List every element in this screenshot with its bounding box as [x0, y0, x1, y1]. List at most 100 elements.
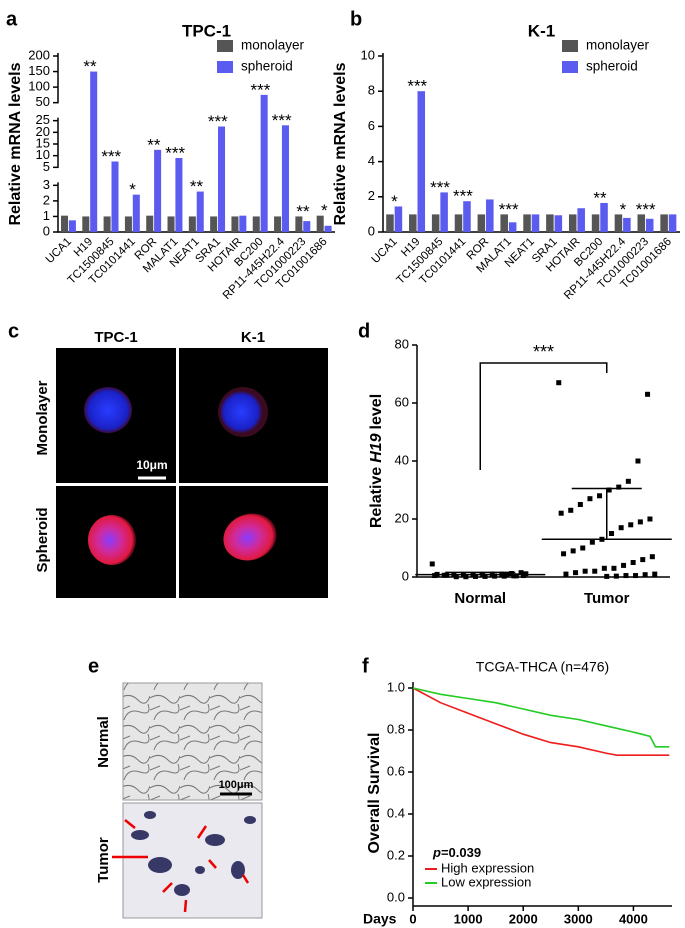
bar	[523, 214, 531, 232]
y-tick-label: 0.4	[387, 805, 405, 820]
point	[592, 568, 598, 574]
bar	[146, 215, 154, 232]
y-tick-label: 8	[368, 83, 375, 98]
p-value-part: p	[432, 845, 441, 860]
bar	[103, 216, 111, 232]
legend-label: spheroid	[241, 59, 293, 74]
y-tick-label: 50	[36, 94, 50, 109]
point	[580, 545, 586, 551]
y-tick-label: 1.0	[387, 679, 405, 694]
significance: **	[593, 188, 607, 207]
point	[561, 551, 567, 557]
point	[429, 561, 435, 567]
bar	[386, 214, 394, 232]
bar	[577, 208, 585, 232]
bar	[132, 194, 140, 232]
y-tick-label: 80	[395, 336, 409, 351]
row-label: Monolayer	[34, 380, 51, 455]
micrograph	[122, 802, 263, 919]
chart-title: TCGA-THCA (n=476)	[476, 659, 609, 675]
y-axis-label: Relative mRNA levels	[332, 62, 349, 225]
significance: *	[391, 192, 398, 211]
panel-label: e	[88, 655, 99, 677]
y-tick-label: 6	[368, 118, 375, 133]
point	[609, 531, 615, 536]
point	[463, 574, 469, 580]
point	[597, 493, 603, 499]
panel-label: b	[350, 8, 362, 30]
point	[633, 573, 639, 579]
bar	[154, 149, 162, 232]
bar	[60, 215, 69, 232]
point	[482, 573, 488, 579]
point	[587, 496, 593, 502]
significance: ***	[407, 77, 427, 96]
bar	[668, 214, 677, 232]
legend-swatch	[562, 61, 578, 73]
chart-title: K-1	[528, 21, 555, 40]
y-tick-label: 40	[395, 452, 409, 467]
x-tick-label: UCA1	[44, 236, 74, 266]
y-tick-label: 20	[36, 124, 50, 139]
cell	[88, 515, 136, 565]
legend-label: monolayer	[586, 38, 650, 53]
point	[606, 487, 612, 493]
significance: ***	[453, 187, 473, 206]
bar	[68, 220, 76, 232]
significance: ***	[101, 147, 121, 166]
row-label: Spheroid	[34, 507, 51, 572]
bar	[82, 216, 90, 232]
significance: **	[296, 202, 310, 221]
y-axis-label: Overall Survival	[366, 733, 383, 854]
x-tick-label: Normal	[454, 590, 506, 607]
scale-bar-label: 100μm	[219, 779, 254, 791]
point	[582, 568, 588, 574]
significance: *	[321, 201, 328, 220]
legend-label: Low expression	[441, 874, 531, 889]
panel-label: c	[8, 320, 19, 342]
y-tick-label: 10	[361, 47, 375, 62]
point	[637, 519, 643, 525]
bar	[239, 215, 247, 232]
point	[618, 525, 624, 531]
significance: ***	[499, 200, 519, 219]
stain	[131, 811, 256, 896]
bar	[111, 161, 119, 232]
bar	[394, 206, 403, 232]
point	[563, 571, 569, 577]
y-axis-label: Relative mRNA levels	[7, 62, 24, 225]
bar	[124, 216, 132, 232]
bar	[274, 216, 282, 232]
y-tick-label: 15	[36, 135, 50, 150]
point	[568, 507, 574, 513]
y-tick-label: 0	[368, 223, 375, 238]
y-tick-label: 1	[43, 208, 50, 223]
micrograph	[122, 682, 263, 801]
significance: ***	[208, 112, 228, 131]
point	[604, 573, 610, 579]
point	[573, 570, 579, 576]
bar	[486, 199, 494, 232]
y-tick-label: 0.6	[387, 763, 405, 778]
y-tick-label: 20	[395, 510, 409, 525]
bar	[645, 218, 654, 232]
bar	[218, 126, 226, 232]
point	[635, 458, 641, 464]
cell	[223, 513, 277, 561]
y-axis-label: Relative H19 level	[368, 394, 385, 528]
bar	[440, 192, 448, 232]
x-tick-label: 0	[409, 911, 416, 926]
x-axis-label: Days	[363, 911, 397, 927]
y-tick-label: 2	[368, 188, 375, 203]
row-label: Normal	[95, 716, 112, 768]
cell	[220, 391, 262, 433]
bar	[295, 216, 303, 232]
arrow	[112, 819, 250, 913]
y-tick-label: 3	[43, 177, 50, 192]
significance: *	[620, 200, 627, 219]
point	[623, 573, 629, 579]
point	[601, 565, 607, 571]
column-label: K-1	[241, 329, 265, 346]
legend-label: High expression	[441, 860, 534, 875]
bar	[591, 214, 600, 232]
